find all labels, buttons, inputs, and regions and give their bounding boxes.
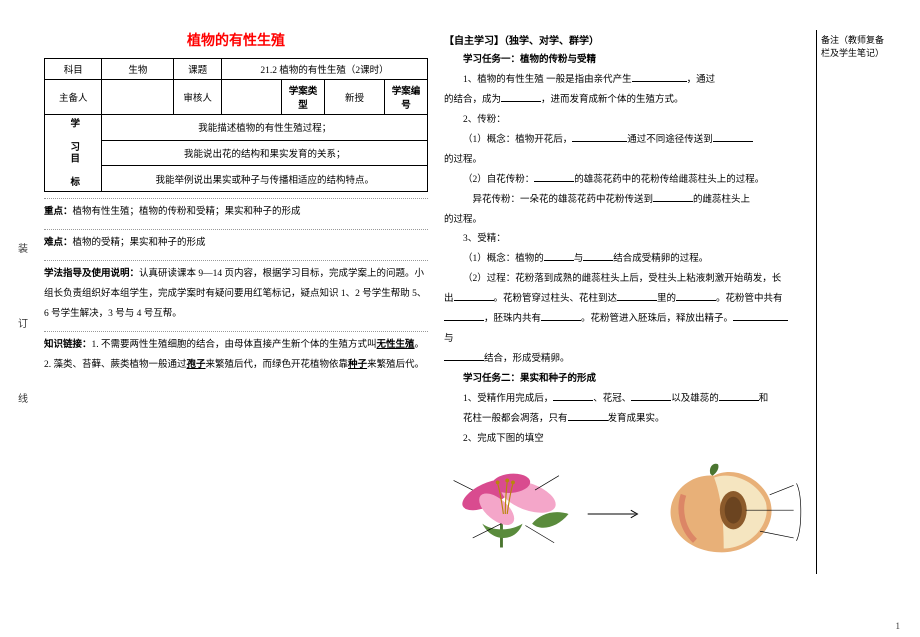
objective-1: 我能描述植物的有性生殖过程； [102, 115, 428, 141]
objectives-label: 学 习目 标 [45, 115, 102, 192]
link-label: 知识链接： [44, 340, 92, 350]
task1-head: 学习任务一：植物的传粉与受精 [444, 51, 808, 71]
selfstudy-head: 【自主学习】（独学、对学、群学） [444, 32, 808, 47]
link-2e: 来繁殖后代。 [367, 360, 424, 370]
meta-table: 科目 生物 课题 21.2 植物的有性生殖（2课时） 主备人 审核人 学案类型 … [44, 58, 428, 192]
subject-label: 科目 [45, 59, 102, 80]
notes-column: 备注（教师复备栏及学生笔记） [816, 30, 896, 574]
task2-l2: 2、完成下图的填空 [444, 430, 808, 450]
task1-l2-3: 异花传粉：一朵花的雄蕊花药中花粉传送到的雌蕊柱头上 [444, 191, 808, 211]
task1-l3-2h: 与 [444, 330, 808, 350]
subject-value: 生物 [102, 59, 174, 80]
focus-row: 重点：植物有性生殖；植物的传粉和受精；果实和种子的形成 [44, 198, 428, 223]
objective-3: 我能举例说出果实或种子与传播相适应的结构特点。 [102, 166, 428, 192]
document-title: 植物的有性生殖 [44, 30, 428, 50]
task1-line1: 1、植物的有性生殖 一般是指由亲代产生，通过 [444, 71, 808, 91]
guide-label: 学法指导及使用说明： [44, 269, 139, 279]
task1-l3-2a: （2）过程：花粉落到成熟的雌蕊柱头上后，受柱头上粘液刺激开始萌发，长 [444, 270, 808, 290]
type-label: 学案类型 [281, 80, 324, 115]
difficulty-label: 难点： [44, 238, 73, 248]
link-row: 知识链接：1. 不需要两性生殖细胞的结合，由母体直接产生新个体的生殖方式叫无性生… [44, 331, 428, 376]
task1-l2-1c: 的过程。 [444, 151, 808, 171]
task2-l1b: 花柱一般都会凋落，只有发育成果实。 [444, 410, 808, 430]
task1-l2-1: （1）概念：植物开花后，通过不同途径传送到 [444, 131, 808, 151]
task1-l3-2f: ，胚珠内共有。花粉管进入胚珠后，释放出精子。 [444, 310, 808, 330]
link-1a: 1. 不需要两性生殖细胞的结合，由母体直接产生新个体的生殖方式叫 [92, 340, 377, 350]
flower-icon [454, 472, 569, 547]
preparer-value [102, 80, 174, 115]
guide-row: 学法指导及使用说明：认真研读课本 9—14 页内容，根据学习目标，完成学案上的问… [44, 260, 428, 325]
topic-value: 21.2 植物的有性生殖（2课时） [222, 59, 428, 80]
focus-label: 重点： [44, 207, 73, 217]
task1-l3-2i: 结合，形成受精卵。 [444, 350, 808, 370]
notes-heading: 备注（教师复备栏及学生笔记） [821, 34, 892, 59]
binding-margin: 装 订 线 [10, 30, 36, 574]
binding-char: 订 [18, 315, 28, 330]
task2-l1: 1、受精作用完成后，、花冠、以及雄蕊的和 [444, 390, 808, 410]
task1-l3-2b: 出。花粉管穿过柱头、花柱到达里的。花粉管中共有 [444, 290, 808, 310]
task1-l3h: 3、受精： [444, 230, 808, 250]
peach-icon [671, 463, 801, 552]
difficulty-row: 难点：植物的受精；果实和种子的形成 [44, 229, 428, 254]
number-label: 学案编号 [384, 80, 427, 115]
binding-char: 装 [18, 240, 28, 255]
link-1b: 无性生殖 [377, 340, 415, 350]
left-column: 植物的有性生殖 科目 生物 课题 21.2 植物的有性生殖（2课时） 主备人 审… [36, 30, 436, 574]
link-2c: 来繁殖后代，而绿色开花植物依靠 [206, 360, 349, 370]
binding-char: 线 [18, 390, 28, 405]
right-column: 【自主学习】（独学、对学、群学） 学习任务一：植物的传粉与受精 1、植物的有性生… [436, 30, 816, 574]
task1-l2-3c: 的过程。 [444, 211, 808, 231]
task1-l3-1: （1）概念：植物的与结合成受精卵的过程。 [444, 250, 808, 270]
reviewer-value [222, 80, 282, 115]
task2-head: 学习任务二：果实和种子的形成 [444, 370, 808, 390]
task1-line1b: 的结合，成为，进而发育成新个体的生殖方式。 [444, 91, 808, 111]
topic-label: 课题 [174, 59, 222, 80]
page-number: 1 [896, 621, 901, 631]
task1-l2h: 2、传粉： [444, 111, 808, 131]
objective-2: 我能说出花的结构和果实发育的关系； [102, 140, 428, 166]
reviewer-label: 审核人 [174, 80, 222, 115]
arrow-icon [588, 510, 638, 518]
task1-l2-2: （2）自花传粉：的雄蕊花药中的花粉传给雌蕊柱头上的过程。 [444, 171, 808, 191]
link-2a: 2. 藻类、苔藓、蕨类植物一般通过 [44, 360, 187, 370]
difficulty-text: 植物的受精；果实和种子的形成 [73, 238, 206, 248]
type-value: 新授 [325, 80, 385, 115]
link-2b: 孢子 [187, 360, 206, 370]
link-2d: 种子 [348, 360, 367, 370]
flower-peach-diagram [444, 454, 808, 574]
focus-text: 植物有性生殖；植物的传粉和受精；果实和种子的形成 [73, 207, 301, 217]
preparer-label: 主备人 [45, 80, 102, 115]
